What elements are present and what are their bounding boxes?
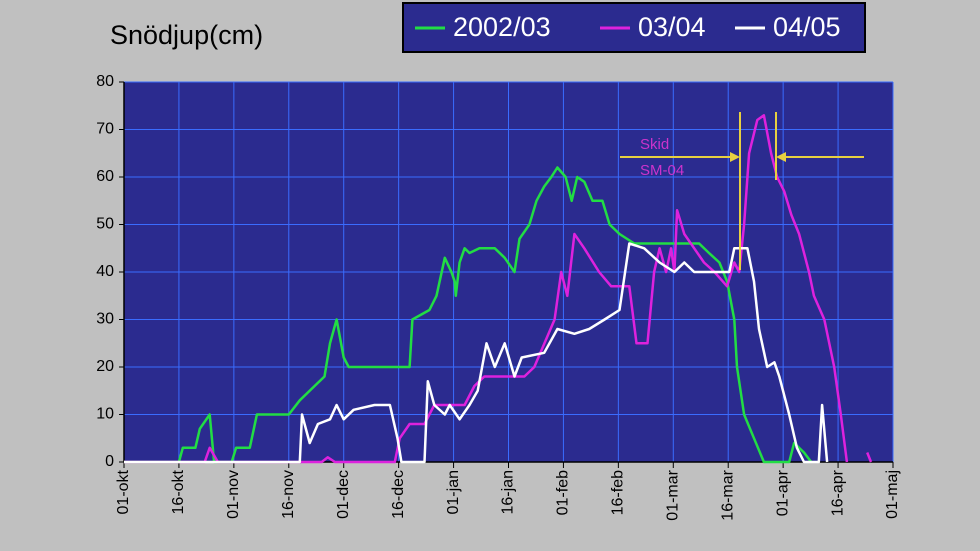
series-line xyxy=(124,166,813,464)
annotation: Skid SM-04 xyxy=(620,112,864,270)
y-tick-label: 70 xyxy=(96,121,114,138)
lines xyxy=(124,114,873,464)
grid: 0 10 20 30 40 50 60 70 80 01-okt 16-okt 01-nov 16-no… xyxy=(96,73,901,520)
x-tick-label: 01-nov xyxy=(225,470,242,519)
legend-label: 2002/03 xyxy=(453,12,551,42)
y-tick-label: 10 xyxy=(96,406,114,423)
y-tick-label: 0 xyxy=(105,453,114,470)
x-tick-label: 01-maj xyxy=(884,470,901,519)
legend xyxy=(402,2,866,53)
x-tick-label: 16-nov xyxy=(280,470,297,519)
y-tick-label: 60 xyxy=(96,168,114,185)
x-tick-label: 01-jan xyxy=(445,470,462,514)
x-tick-label: 16-apr xyxy=(829,469,846,516)
y-tick-label: 30 xyxy=(96,311,114,328)
annotation-text: SM-04 xyxy=(640,162,684,179)
x-tick-label: 16-okt xyxy=(170,469,187,514)
y-tick-label: 50 xyxy=(96,216,114,233)
x-tick-label: 01-mar xyxy=(665,469,682,520)
arrow-head xyxy=(730,152,740,162)
x-tick-label: 01-apr xyxy=(774,469,791,516)
legend-label: 04/05 xyxy=(773,12,841,42)
x-tick-label: 16-jan xyxy=(500,470,517,514)
annotation-text: Skid xyxy=(640,136,669,153)
y-tick-label: 80 xyxy=(96,73,114,90)
series-line xyxy=(124,242,829,464)
x-tick-label: 01-feb xyxy=(555,470,572,515)
chart-title: Snödjup(cm) xyxy=(110,20,263,50)
x-tick-label: 16-dec xyxy=(390,470,407,519)
legend-entries: 2002/03 03/04 04/05 xyxy=(415,12,841,42)
arrow-head xyxy=(776,152,786,162)
y-tick-label: 40 xyxy=(96,263,114,280)
y-tick-label: 20 xyxy=(96,358,114,375)
legend-label: 03/04 xyxy=(638,12,706,42)
x-tick-label: 01-dec xyxy=(335,470,352,519)
x-tick-label: 01-okt xyxy=(115,469,132,514)
x-tick-label: 16-feb xyxy=(610,470,627,515)
x-tick-label: 16-mar xyxy=(719,469,736,520)
series-line xyxy=(124,114,873,464)
